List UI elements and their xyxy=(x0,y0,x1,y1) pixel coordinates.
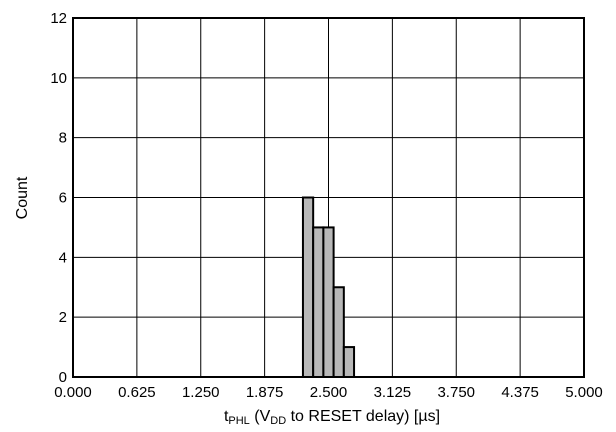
y-tick-label: 12 xyxy=(50,10,67,27)
x-tick-label: 1.875 xyxy=(246,384,284,401)
histogram-bar xyxy=(301,196,315,378)
histogram-bar xyxy=(342,346,356,379)
x-tick-label: 0.000 xyxy=(54,384,92,401)
histogram-bar xyxy=(322,226,335,378)
x-tick-label: 3.750 xyxy=(437,384,475,401)
x-tick-label: 1.250 xyxy=(182,384,220,401)
x-tick-labels: 0.000 0.625 1.250 1.875 2.500 3.125 3.750 4.375… xyxy=(54,384,603,401)
x-axis-title-main: t xyxy=(224,408,229,425)
y-tick-labels: 0 2 4 6 8 10 12 xyxy=(50,10,67,386)
x-tick-label: 2.500 xyxy=(310,384,348,401)
y-tick-label: 4 xyxy=(59,249,67,266)
y-axis-title: Count xyxy=(14,176,31,219)
x-axis-title-paren: (V xyxy=(250,408,271,425)
histogram-bar xyxy=(312,226,325,378)
x-tick-label: 3.125 xyxy=(374,384,412,401)
y-tick-label: 6 xyxy=(59,190,67,207)
x-axis-title: tPHL (VDD to RESET delay) [µs] xyxy=(224,408,440,427)
x-tick-label: 0.625 xyxy=(118,384,156,401)
plot-frame xyxy=(72,17,585,378)
y-tick-label: 2 xyxy=(59,309,67,326)
histogram-bar xyxy=(332,286,345,378)
y-tick-label: 8 xyxy=(59,130,67,147)
x-tick-label: 5.000 xyxy=(565,384,603,401)
x-axis-title-sub2: DD xyxy=(270,415,286,427)
y-tick-label: 0 xyxy=(59,369,67,386)
y-tick-label: 10 xyxy=(50,70,67,87)
x-axis-title-sub: PHL xyxy=(228,415,249,427)
x-tick-label: 4.375 xyxy=(501,384,539,401)
x-axis-title-rest: to RESET delay) [µs] xyxy=(286,408,440,425)
